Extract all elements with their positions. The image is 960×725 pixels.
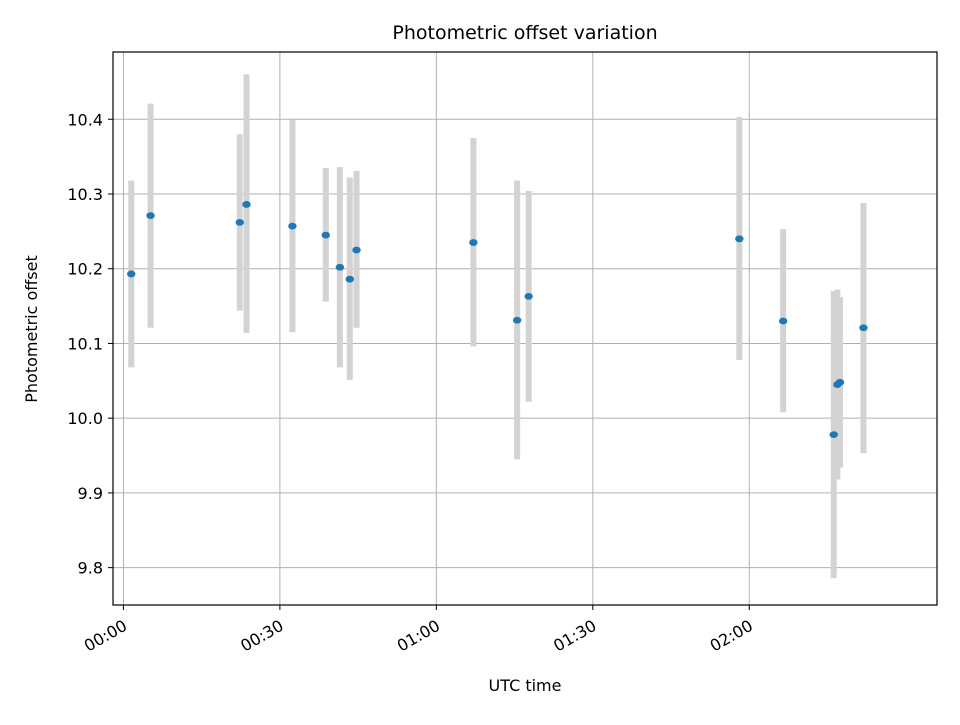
x-axis-label: UTC time — [489, 676, 562, 695]
data-point — [345, 275, 354, 283]
data-point — [242, 201, 251, 208]
y-tick-label: 9.9 — [78, 484, 103, 503]
data-point — [735, 235, 744, 243]
data-point — [288, 222, 297, 230]
data-point — [321, 231, 330, 239]
data-point — [335, 263, 345, 271]
y-tick-label: 10.2 — [67, 260, 103, 279]
y-tick-label: 10.0 — [67, 409, 103, 428]
data-point — [524, 292, 533, 300]
chart-title: Photometric offset variation — [392, 22, 657, 44]
data-point — [512, 316, 522, 324]
y-axis-label: Photometric offset — [22, 255, 41, 403]
y-tick-label: 10.4 — [67, 110, 103, 129]
y-tick-label: 10.1 — [67, 334, 103, 353]
data-point — [469, 239, 478, 246]
data-point — [127, 270, 136, 278]
grid-layer — [113, 52, 937, 605]
data-point — [146, 212, 155, 220]
data-point — [778, 317, 788, 325]
plot-frame — [112, 51, 938, 606]
data-point-layer — [127, 201, 868, 439]
data-point — [235, 218, 244, 226]
data-point — [835, 378, 845, 386]
data-point — [859, 324, 868, 332]
y-tick-label: 9.8 — [78, 559, 103, 578]
data-point — [352, 246, 361, 254]
y-tick-label: 10.3 — [67, 185, 103, 204]
data-point — [829, 431, 838, 439]
